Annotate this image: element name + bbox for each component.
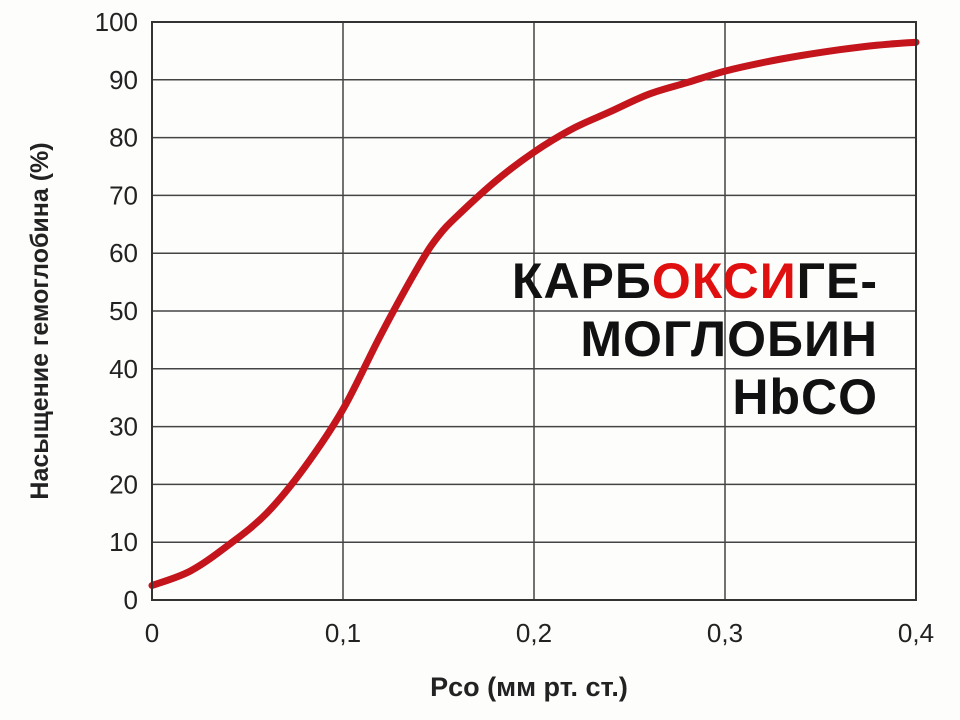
x-tick-label: 0,4: [898, 618, 934, 648]
y-tick-label: 10: [109, 527, 138, 557]
y-tick-label: 90: [109, 65, 138, 95]
x-tick-label: 0,2: [516, 618, 552, 648]
y-tick-label: 60: [109, 238, 138, 268]
y-tick-label: 30: [109, 412, 138, 442]
y-tick-label: 80: [109, 123, 138, 153]
caption-line-2: МОГЛОБИН: [580, 311, 878, 367]
y-tick-label: 0: [124, 585, 138, 615]
y-axis-label: Насыщение гемоглобина (%): [26, 142, 54, 499]
y-tick-label: 20: [109, 469, 138, 499]
y-tick-label: 40: [109, 354, 138, 384]
caption-line-3: HbCO: [732, 369, 878, 425]
y-tick-label: 70: [109, 180, 138, 210]
y-tick-labels: 0 10 20 30 40 50 60 70 80 90 100: [95, 7, 138, 615]
x-tick-label: 0,3: [707, 618, 743, 648]
carboxyhemoglobin-caption: КАРБОКСИГЕ- МОГЛОБИН HbCO: [512, 252, 878, 426]
caption-part-1: КАРБ: [511, 253, 652, 309]
plot-frame: [151, 21, 917, 601]
caption-highlight-oksi: ОКСИ: [651, 253, 797, 309]
caption-line-1: КАРБОКСИГЕ-: [512, 252, 878, 310]
caption-part-3: ГЕ-: [796, 253, 878, 309]
x-tick-label: 0: [145, 618, 159, 648]
x-axis-label: Pco (мм рт. ст.): [430, 672, 628, 702]
saturation-curve-line: [148, 38, 920, 589]
y-tick-label: 50: [109, 296, 138, 326]
y-tick-label: 100: [95, 7, 138, 37]
x-tick-label: 0,1: [325, 618, 361, 648]
x-tick-labels: 0 0,1 0,2 0,3 0,4: [145, 618, 934, 648]
